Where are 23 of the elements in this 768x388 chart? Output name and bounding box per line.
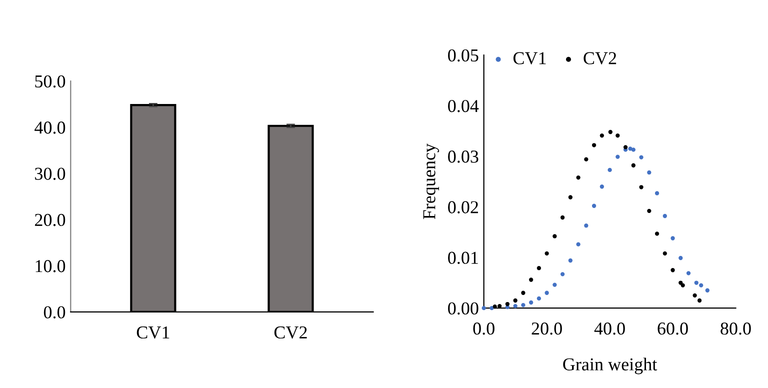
x-tick-label: CV2: [274, 326, 307, 339]
y-tick-label: 0.05: [448, 49, 478, 62]
y-axis-title: Frequency: [423, 144, 440, 220]
y-tick-label: 0.02: [448, 201, 478, 214]
y-tick-label: 0.00: [448, 302, 478, 315]
y-tick-label: 10.0: [36, 260, 66, 272]
y-tick-label: 50.0: [35, 75, 66, 88]
y-tick-label: 40.0: [34, 122, 66, 134]
y-tick-label: 0.01: [448, 252, 478, 264]
x-axis-title: Grain weight: [563, 358, 658, 374]
y-tick-label: 0.04: [448, 100, 479, 112]
x-tick-label: 0.0: [473, 322, 494, 335]
legend-label: CV1: [513, 52, 546, 64]
x-tick-label: 60.0: [658, 322, 688, 335]
y-tick-label: 20.0: [34, 214, 66, 226]
x-tick-label: 80.0: [720, 322, 751, 335]
legend-label: CV2: [584, 52, 616, 64]
y-tick-label: 0.03: [448, 150, 478, 163]
x-tick-label: CV1: [136, 326, 170, 339]
y-tick-label: 30.0: [35, 168, 66, 180]
x-tick-label: 40.0: [594, 322, 625, 335]
x-tick-label: 20.0: [532, 322, 562, 335]
y-tick-label: 0.0: [44, 306, 66, 318]
